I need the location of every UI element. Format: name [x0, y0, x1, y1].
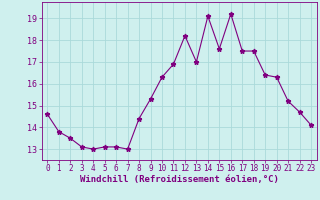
- X-axis label: Windchill (Refroidissement éolien,°C): Windchill (Refroidissement éolien,°C): [80, 175, 279, 184]
